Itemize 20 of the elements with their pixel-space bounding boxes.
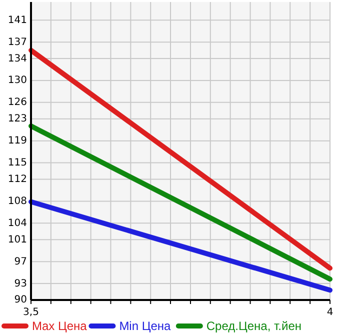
y-tick-label: 112 (8, 174, 27, 185)
y-tick-label: 126 (8, 97, 27, 108)
y-tick-label: 141 (8, 14, 27, 26)
legend-label: Min Цена (119, 319, 172, 333)
y-tick-label: 115 (8, 158, 27, 169)
y-tick-label: 123 (8, 114, 27, 125)
y-tick-label: 108 (8, 196, 27, 207)
y-tick-label: 130 (8, 75, 27, 86)
y-tick-label: 119 (8, 136, 27, 147)
y-tick-label: 137 (8, 36, 27, 48)
y-tick-label: 101 (8, 234, 27, 246)
y-tick-label: 90 (14, 294, 27, 306)
y-tick-label: 104 (8, 218, 27, 229)
legend-label: Сред.Цена, т.йен (206, 319, 302, 333)
y-tick-label: 97 (14, 256, 27, 268)
x-tick-label: 3,5 (23, 307, 39, 318)
y-tick-label: 134 (8, 53, 27, 64)
y-tick-label: 93 (14, 278, 27, 290)
x-tick-label: 4 (326, 307, 334, 318)
legend-label: Max Цена (32, 319, 88, 333)
